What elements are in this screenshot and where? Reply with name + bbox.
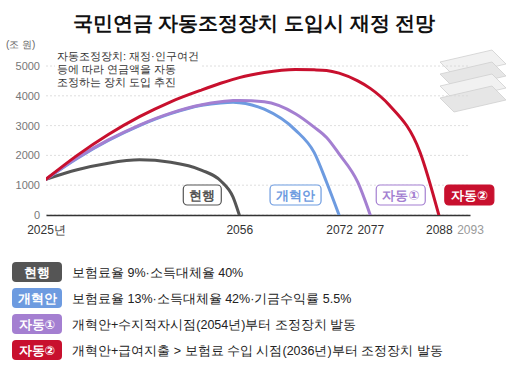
y-tick: 1000 <box>16 179 42 191</box>
series-line <box>46 160 239 215</box>
legend-item: 자동① 개혁안+수지적자시점(2054년)부터 조정장치 발동 <box>12 314 356 334</box>
series-label-box <box>270 185 321 205</box>
x-tick: 2093 <box>457 215 484 237</box>
x-tick-label: 2025년 <box>27 223 66 237</box>
y-tick: 4000 <box>16 90 42 102</box>
legend-label: 자동① <box>19 318 56 332</box>
x-axis-line <box>47 215 471 217</box>
series-label-box <box>376 185 425 205</box>
x-tick-label: 2077 <box>357 223 384 237</box>
legend-swatch <box>12 288 62 308</box>
series-label-box <box>445 185 494 205</box>
grid-line <box>46 95 470 96</box>
y-tick-label: 5000 <box>16 60 40 72</box>
x-tick: 2056 <box>226 215 253 237</box>
legend-description: 보험료율 13%·소득대체율 42%·기금수익률 5.5% <box>72 292 351 306</box>
x-tick-label: 2093 <box>457 223 484 237</box>
x-axis: 2025년 2056 2072 2077 2088 2093 <box>27 215 484 237</box>
legend: 현행 보험료율 9%·소득대체율 40% 개혁안 보험료율 13%·소득대체율 42%… <box>12 262 443 360</box>
series-label-text: 자동① <box>382 188 419 203</box>
legend-item: 현행 보험료율 9%·소득대체율 40% <box>12 262 243 282</box>
annotation-text: 자동조정장치: 재정·인구여건 <box>57 50 199 62</box>
series-label-text: 개혁안 <box>276 188 315 203</box>
plot-area <box>46 70 439 215</box>
y-axis-title: (조 원) <box>6 39 35 50</box>
y-tick: 3000 <box>16 120 42 132</box>
decoration <box>440 50 506 112</box>
legend-description: 개혁안+수지적자시점(2054년)부터 조정장치 발동 <box>72 318 356 332</box>
legend-swatch <box>12 340 62 360</box>
y-tick-label: 4000 <box>16 90 40 102</box>
annotation: 자동조정장치: 재정·인구여건등에 따라 연금액을 자동조정하는 장치 도입 추… <box>55 49 201 89</box>
series-label: 자동① <box>376 185 425 205</box>
legend-item: 개혁안 보험료율 13%·소득대체율 42%·기금수익률 5.5% <box>12 288 351 308</box>
y-tick-label: 1000 <box>16 179 40 191</box>
annotation-text: 등에 따라 연금액을 자동 <box>57 63 176 75</box>
x-tick-label: 2072 <box>326 223 353 237</box>
x-tick-label: 2088 <box>426 223 453 237</box>
x-tick: 2025년 <box>27 215 66 237</box>
legend-swatch <box>12 262 62 282</box>
y-tick: 2000 <box>16 149 42 161</box>
y-tick-label: 3000 <box>16 120 40 132</box>
y-tick: 5000 <box>16 60 42 72</box>
legend-description: 보험료율 9%·소득대체율 40% <box>72 266 243 280</box>
y-axis: 0 1000 2000 3000 4000 5000 <box>16 60 42 221</box>
x-tick: 2072 <box>326 215 353 237</box>
chart: 국민연금 자동조정장치 도입시 재정 전망 (조 원) 0 1000 2000 3000 4… <box>0 0 508 380</box>
paper-sheet <box>440 86 506 112</box>
series-line <box>46 100 370 215</box>
annotation-text: 조정하는 장치 도입 추진 <box>57 76 176 88</box>
title: 국민연금 자동조정장치 도입시 재정 전망 <box>73 12 435 34</box>
legend-item: 자동② 개혁안+급여지출 > 보험료 수입 시점(2036년)부터 조정장치 발동 <box>12 340 443 360</box>
legend-description: 개혁안+급여지출 > 보험료 수입 시점(2036년)부터 조정장치 발동 <box>72 344 443 358</box>
x-tick: 2088 <box>426 215 453 237</box>
legend-label: 현행 <box>24 266 50 280</box>
series-labels: 현행 개혁안 자동① 자동② <box>183 185 494 205</box>
x-tick: 2077 <box>357 215 384 237</box>
y-tick-label: 0 <box>34 209 40 221</box>
series-label-text: 현행 <box>189 188 215 203</box>
series-label: 개혁안 <box>270 185 321 205</box>
grid-line <box>46 215 470 216</box>
y-tick: 0 <box>34 209 42 221</box>
annotation-background <box>55 49 201 89</box>
series-label-text: 자동② <box>451 188 488 203</box>
series-line <box>46 70 439 215</box>
series-line <box>46 102 339 215</box>
series-label: 현행 <box>183 185 221 205</box>
legend-label: 자동② <box>19 344 56 358</box>
series-label-box <box>183 185 221 205</box>
y-tick-label: 2000 <box>16 149 40 161</box>
series-label: 자동② <box>445 185 494 205</box>
legend-label: 개혁안 <box>18 292 57 306</box>
legend-swatch <box>12 314 62 334</box>
grid-line <box>46 155 470 156</box>
x-tick-label: 2056 <box>226 223 253 237</box>
